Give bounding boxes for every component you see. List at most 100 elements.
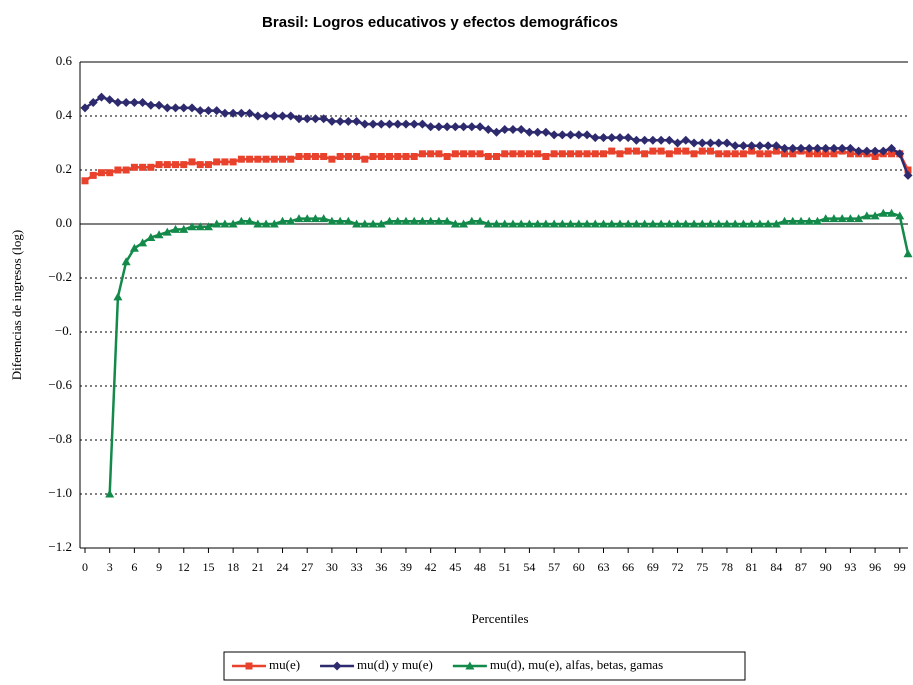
data-point <box>246 155 254 163</box>
data-point <box>665 150 673 158</box>
data-point <box>887 208 897 217</box>
data-point <box>516 125 526 134</box>
data-point <box>253 111 263 121</box>
data-point <box>80 103 90 113</box>
data-point <box>549 219 559 228</box>
data-point <box>129 98 139 107</box>
data-point <box>690 150 698 158</box>
data-point <box>147 163 155 171</box>
data-point <box>319 114 329 124</box>
data-point <box>723 150 731 158</box>
data-point <box>450 219 460 228</box>
data-point <box>664 219 674 228</box>
x-tick-label: 42 <box>425 560 437 574</box>
data-point <box>229 158 237 166</box>
y-tick-label: 0.0 <box>56 215 72 230</box>
data-point <box>656 135 666 145</box>
data-point <box>878 208 888 217</box>
data-point <box>401 216 411 225</box>
data-point <box>228 108 238 118</box>
data-point <box>541 127 551 137</box>
data-point <box>327 116 337 126</box>
data-point <box>492 219 501 228</box>
data-point <box>862 211 872 220</box>
data-point <box>155 161 163 169</box>
data-point <box>336 153 344 160</box>
data-point <box>648 135 658 145</box>
data-point <box>253 219 263 228</box>
x-tick-label: 24 <box>277 560 289 574</box>
data-point <box>237 155 245 163</box>
data-point <box>640 219 650 228</box>
data-point <box>418 150 426 158</box>
data-point <box>236 216 246 225</box>
data-point <box>689 138 699 148</box>
data-point <box>517 150 525 158</box>
data-point <box>697 219 707 228</box>
data-point <box>763 141 773 151</box>
data-point <box>854 146 864 156</box>
data-point <box>739 150 747 158</box>
data-point <box>846 150 854 158</box>
data-point <box>475 216 485 225</box>
data-point <box>96 92 106 102</box>
data-point <box>361 155 369 163</box>
data-point <box>845 143 855 153</box>
data-point <box>566 219 576 228</box>
x-tick-label: 51 <box>499 560 511 574</box>
data-point <box>598 133 608 143</box>
data-point <box>138 98 148 107</box>
data-point <box>483 219 493 228</box>
data-point <box>228 219 238 228</box>
data-point <box>376 119 386 129</box>
data-point <box>352 116 362 126</box>
data-point <box>715 150 723 158</box>
data-point <box>459 122 469 132</box>
data-point <box>903 170 913 180</box>
data-point <box>212 219 222 228</box>
legend-label: mu(e) <box>269 657 300 672</box>
data-point <box>821 143 831 153</box>
data-point <box>590 133 600 143</box>
data-point <box>385 119 395 129</box>
data-point <box>789 150 797 158</box>
data-point <box>139 163 147 171</box>
data-point <box>706 147 714 155</box>
data-point <box>763 219 773 228</box>
data-point <box>310 214 320 223</box>
data-point <box>409 119 419 129</box>
x-tick-label: 15 <box>202 560 214 574</box>
y-tick-label: 0.2 <box>56 161 72 176</box>
data-point <box>812 143 822 153</box>
data-point <box>788 143 798 153</box>
data-point <box>352 219 362 228</box>
data-point <box>467 216 477 225</box>
data-point <box>582 219 592 228</box>
data-point <box>343 216 353 225</box>
data-point <box>837 214 847 223</box>
x-tick-label: 60 <box>573 560 585 574</box>
data-point <box>245 216 255 225</box>
data-point <box>203 106 213 116</box>
data-point <box>221 158 229 166</box>
data-point <box>196 161 204 169</box>
data-point <box>426 122 436 132</box>
data-point <box>623 133 633 143</box>
x-tick-label: 30 <box>326 560 338 574</box>
data-point <box>837 143 847 153</box>
data-point <box>278 111 288 121</box>
data-point <box>525 150 533 158</box>
data-point <box>508 219 518 228</box>
data-point <box>591 150 599 158</box>
data-point <box>681 219 691 228</box>
data-point <box>781 150 789 158</box>
x-tick-label: 72 <box>672 560 684 574</box>
data-point <box>747 141 757 151</box>
data-point <box>705 219 715 228</box>
data-point <box>360 119 370 129</box>
data-point <box>541 219 551 228</box>
data-point <box>427 150 435 158</box>
data-point <box>501 150 509 158</box>
data-point <box>451 150 459 158</box>
